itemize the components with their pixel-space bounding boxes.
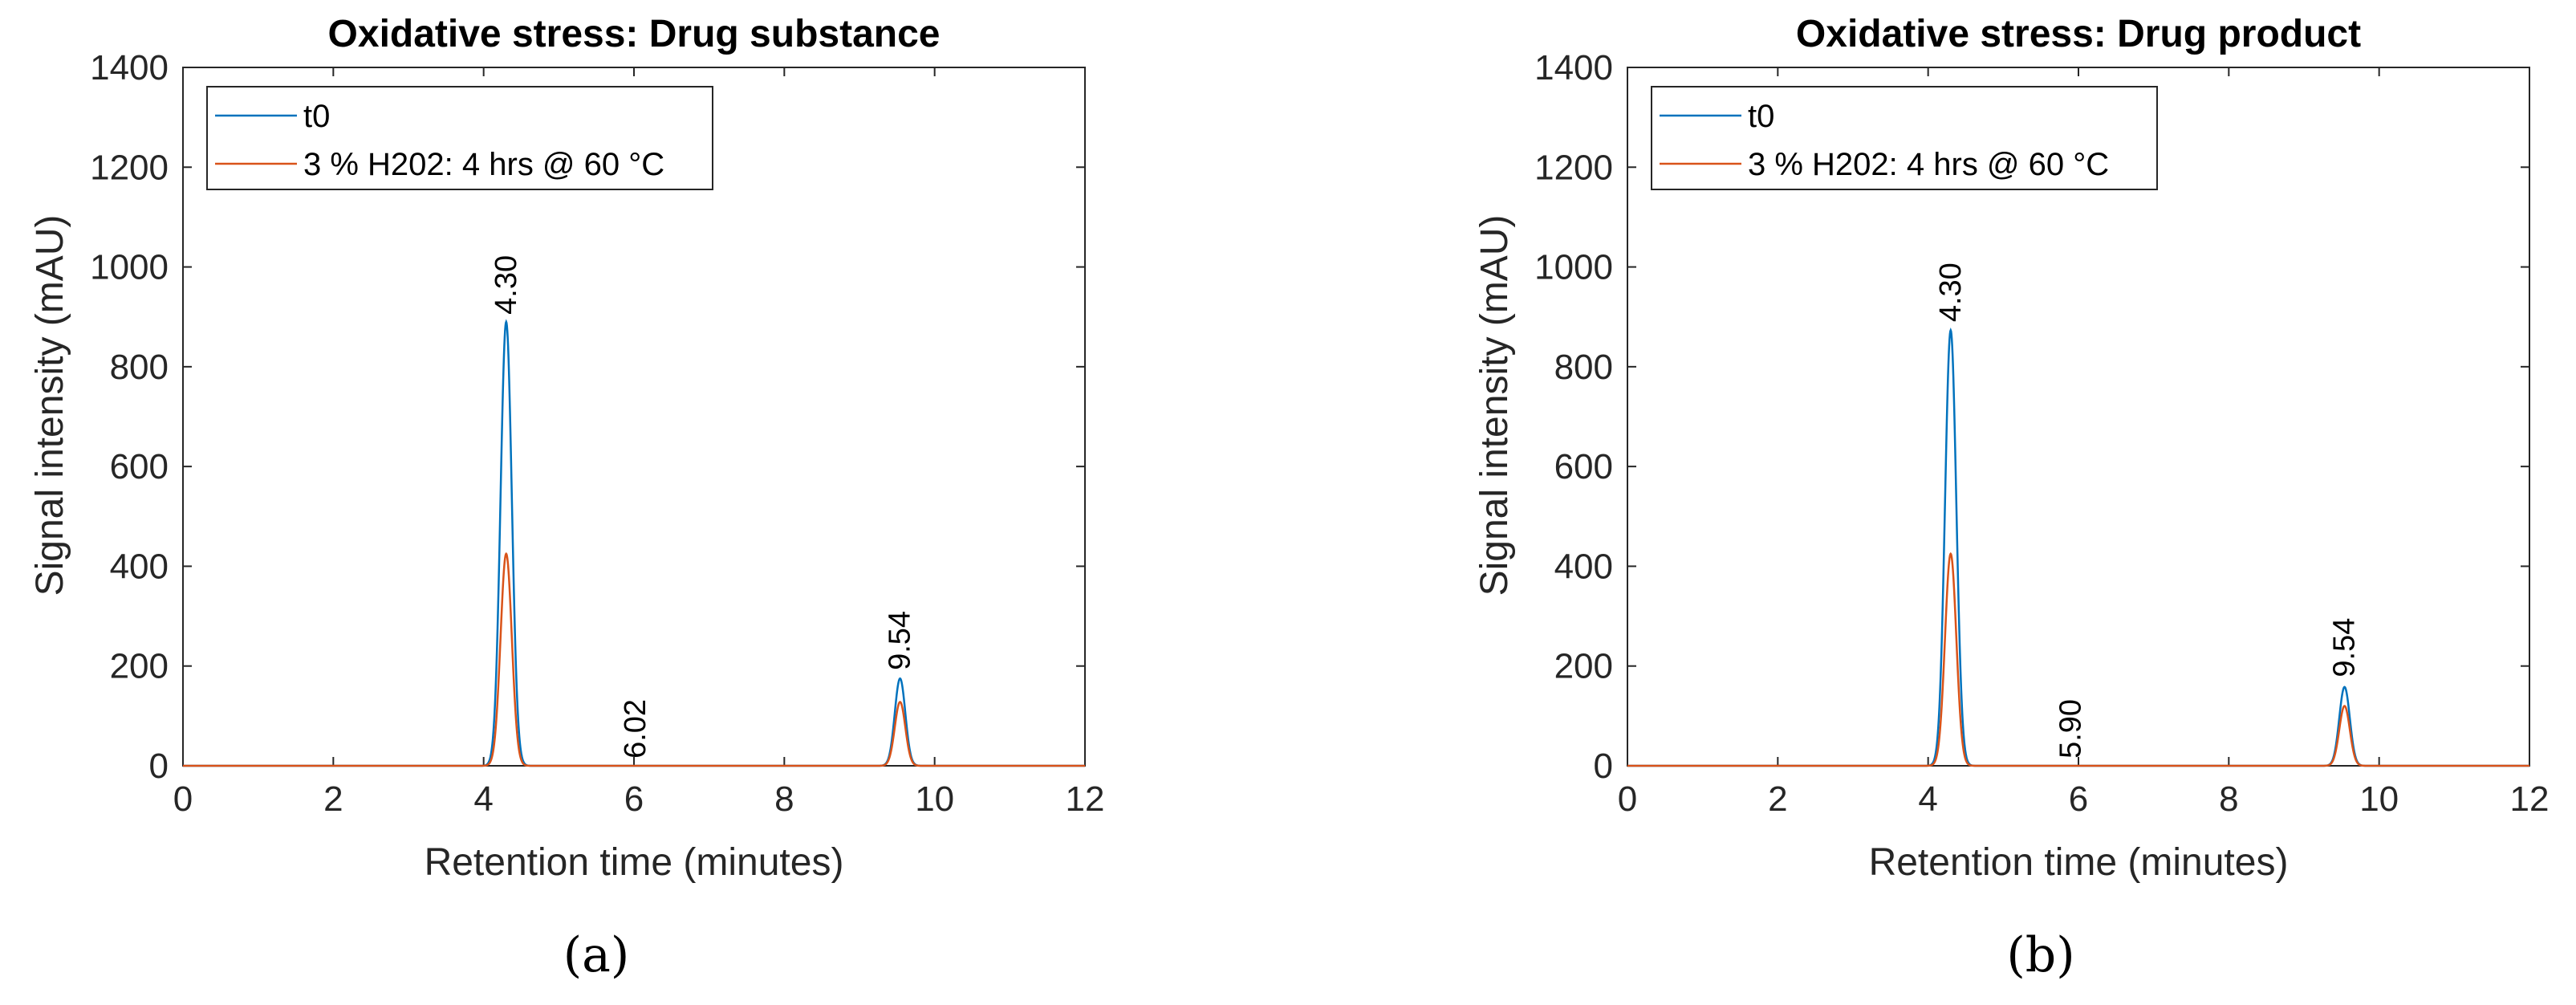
y-axis-label: Signal intensity (mAU): [1473, 215, 1516, 596]
y-tick-label: 200: [1554, 647, 1613, 686]
x-tick-label: 6: [2069, 779, 2088, 819]
series-line-h2o2: [183, 551, 1085, 767]
legend-entry: t0: [303, 99, 330, 134]
x-axis-label: Retention time (minutes): [1869, 841, 2289, 884]
peak-annotation: 9.54: [2328, 618, 2362, 677]
legend-entry: 3 % H202: 4 hrs @ 60 °C: [303, 147, 664, 182]
y-tick-label: 1200: [1534, 148, 1613, 187]
x-tick-label: 0: [173, 779, 193, 819]
legend-entry: 3 % H202: 4 hrs @ 60 °C: [1748, 147, 2109, 182]
legend-entry: t0: [1748, 99, 1774, 134]
y-tick-label: 400: [110, 547, 169, 586]
peak-annotation: 4.30: [1934, 262, 1968, 322]
peak-annotation: 5.90: [2054, 699, 2088, 759]
y-tick-label: 0: [149, 747, 169, 786]
panel-b: Oxidative stress: Drug product Retention…: [1473, 13, 2549, 983]
y-tick-label: 400: [1554, 547, 1613, 586]
x-tick-label: 6: [624, 779, 644, 819]
x-tick-label: 0: [1618, 779, 1637, 819]
x-tick-label: 12: [2510, 779, 2550, 819]
x-tick-label: 4: [473, 779, 493, 819]
series-line-h2o2: [1627, 551, 2529, 767]
y-tick-label: 800: [1554, 348, 1613, 387]
peak-annotation: 4.30: [490, 255, 523, 315]
y-tick-label: 200: [110, 647, 169, 686]
peak-annotation: 6.02: [619, 699, 652, 759]
x-tick-label: 2: [323, 779, 343, 819]
y-tick-label: 800: [110, 348, 169, 387]
panel-label: (b): [2006, 927, 2074, 983]
x-tick-label: 12: [1066, 779, 1105, 819]
x-tick-label: 8: [774, 779, 794, 819]
peak-annotation: 9.54: [884, 611, 917, 670]
chart-title: Oxidative stress: Drug substance: [328, 13, 941, 55]
x-tick-label: 4: [1918, 779, 1937, 819]
y-tick-label: 600: [110, 447, 169, 486]
chart-title: Oxidative stress: Drug product: [1796, 13, 2361, 55]
x-tick-label: 2: [1768, 779, 1787, 819]
legend-box: [1651, 86, 2158, 190]
y-tick-label: 1200: [90, 148, 169, 187]
x-tick-label: 10: [915, 779, 954, 819]
y-tick-label: 600: [1554, 447, 1613, 486]
legend: t0 3 % H202: 4 hrs @ 60 °C: [206, 86, 713, 190]
y-tick-label: 1400: [1534, 48, 1613, 87]
panel-a: Oxidative stress: Drug substance Retenti…: [29, 13, 1104, 983]
y-tick-label: 0: [1594, 747, 1613, 786]
y-axis-label: Signal intensity (mAU): [29, 215, 71, 596]
y-tick-label: 1000: [1534, 248, 1613, 287]
y-tick-label: 1000: [90, 248, 169, 287]
x-tick-label: 8: [2219, 779, 2238, 819]
y-tick-label: 1400: [90, 48, 169, 87]
x-tick-label: 10: [2359, 779, 2399, 819]
legend-box: [206, 86, 713, 190]
legend: t0 3 % H202: 4 hrs @ 60 °C: [1651, 86, 2158, 190]
x-axis-label: Retention time (minutes): [425, 841, 844, 884]
panel-label: (a): [563, 927, 630, 983]
